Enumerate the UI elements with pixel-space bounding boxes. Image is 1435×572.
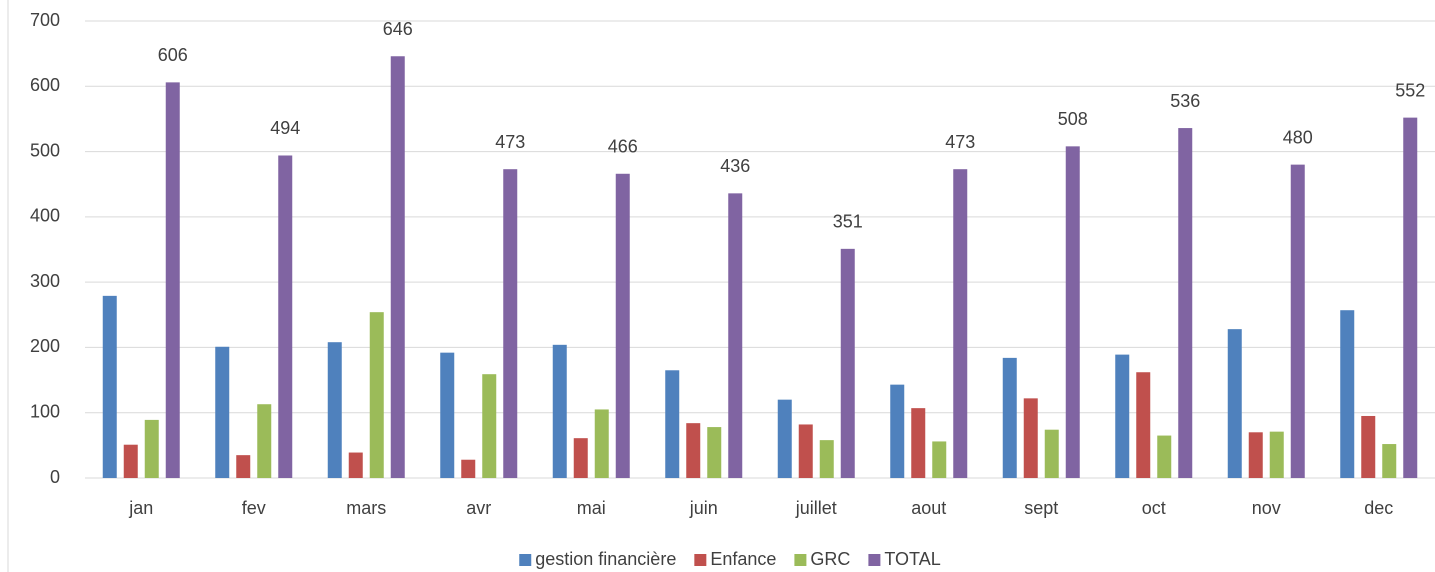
y-tick-label: 600 [30, 75, 60, 95]
legend-swatch [868, 554, 881, 566]
legend-label: TOTAL [884, 549, 940, 569]
data-label: 508 [1058, 109, 1088, 129]
data-label: 351 [833, 212, 863, 232]
legend-item: Enfance [694, 549, 776, 569]
bar [1382, 444, 1397, 478]
bar [1269, 431, 1284, 478]
legend-swatch [794, 554, 807, 566]
bar [840, 248, 855, 478]
bar [594, 409, 609, 478]
bar [728, 193, 743, 478]
bar [348, 452, 363, 478]
data-label: 552 [1395, 80, 1425, 100]
bar [1002, 357, 1017, 478]
bar [144, 419, 159, 478]
bar [1023, 398, 1038, 478]
bar [503, 169, 518, 478]
bar [686, 423, 701, 478]
bar [1136, 372, 1151, 478]
bar [369, 312, 384, 478]
x-tick-label: jan [128, 498, 153, 518]
bar [665, 370, 680, 478]
bar [798, 424, 813, 478]
x-tick-label: juin [689, 498, 718, 518]
y-tick-label: 300 [30, 271, 60, 291]
data-label: 480 [1283, 127, 1313, 147]
bar [102, 295, 117, 478]
bar [165, 82, 180, 479]
x-tick-label: aout [911, 498, 946, 518]
bar [552, 344, 567, 478]
bar [278, 155, 293, 478]
bar [1290, 164, 1305, 478]
y-tick-label: 200 [30, 336, 60, 356]
legend-swatch [694, 554, 707, 566]
data-label: 473 [495, 132, 525, 152]
bar [890, 384, 905, 478]
bar [932, 441, 947, 478]
x-tick-label: dec [1364, 498, 1393, 518]
x-tick-label: sept [1024, 498, 1058, 518]
data-label: 646 [383, 19, 413, 39]
legend-item: TOTAL [868, 549, 941, 569]
bar [257, 404, 272, 478]
bar [1227, 329, 1242, 478]
y-tick-label: 100 [30, 401, 60, 421]
x-tick-label: juillet [795, 498, 837, 518]
x-tick-label: fev [242, 498, 266, 518]
bar [236, 455, 251, 478]
y-tick-label: 0 [50, 467, 60, 487]
bar [327, 342, 342, 478]
data-label: 536 [1170, 91, 1200, 111]
bar [1065, 146, 1080, 478]
bar [390, 56, 405, 479]
data-label: 473 [945, 132, 975, 152]
bar [707, 427, 722, 478]
bar [440, 352, 455, 478]
bar [123, 444, 138, 478]
x-tick-label: mars [346, 498, 386, 518]
data-label: 466 [608, 137, 638, 157]
x-tick-label: oct [1142, 498, 1166, 518]
bar [1248, 432, 1263, 478]
data-label: 494 [270, 118, 300, 138]
y-tick-label: 500 [30, 140, 60, 160]
bar [1115, 354, 1130, 478]
bar [1361, 415, 1376, 478]
bar [461, 459, 476, 478]
y-tick-label: 400 [30, 206, 60, 226]
bar [1340, 310, 1355, 478]
bar [1178, 128, 1193, 478]
x-tick-label: avr [466, 498, 491, 518]
bar [482, 374, 497, 478]
bar [777, 399, 792, 478]
bar [615, 173, 630, 479]
legend-item: gestion financière [519, 549, 676, 569]
x-tick-label: nov [1252, 498, 1281, 518]
legend-item: GRC [794, 549, 850, 569]
bar [819, 440, 834, 478]
bar [953, 169, 968, 478]
bar [1157, 435, 1172, 478]
legend-label: GRC [810, 549, 850, 569]
data-label: 436 [720, 156, 750, 176]
x-tick-label: mai [577, 498, 606, 518]
legend-label: gestion financière [535, 549, 676, 569]
legend-swatch [519, 554, 532, 566]
y-tick-label: 700 [30, 10, 60, 30]
bar [573, 438, 588, 478]
bar [1044, 429, 1059, 478]
bar [215, 346, 230, 478]
bar [911, 408, 926, 478]
data-label: 606 [158, 45, 188, 65]
legend-label: Enfance [710, 549, 776, 569]
bar [1403, 117, 1418, 478]
